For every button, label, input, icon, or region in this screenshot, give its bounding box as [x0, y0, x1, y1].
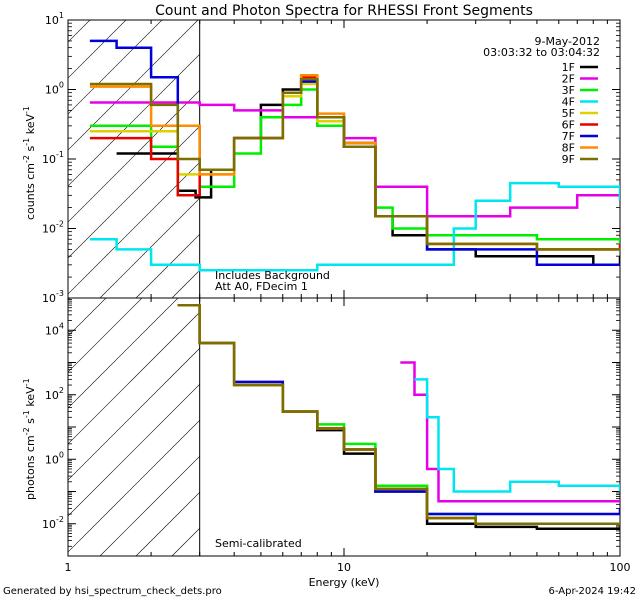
footer-timestamp: 6-Apr-2024 19:42 [549, 586, 636, 597]
hatch-line [0, 0, 104, 298]
hatch-line [68, 20, 235, 187]
hatch-line [0, 0, 140, 298]
y-tick-label: 10-2 [42, 515, 64, 531]
attenuator-note: Att A0, FDecim 1 [215, 280, 308, 293]
x-tick-label: 1 [65, 561, 72, 574]
top-excluded-region [0, 0, 620, 298]
top-series-group [89, 39, 620, 272]
hatch-line [68, 298, 251, 481]
hatch-mask [199, 20, 620, 298]
series-line-9F [89, 78, 620, 251]
y-tick-label: 10-3 [42, 289, 64, 305]
bottom-panel: 10-2 100 102 104 1 10 100 photons cm-2 s-1 keV… [0, 156, 631, 574]
date-label: 9-May-2012 [535, 35, 600, 48]
legend-label-9F: 9F [562, 153, 575, 166]
y-tick-label: 104 [45, 321, 64, 337]
footer-generated-by: Generated by hsi_spectrum_check_dets.pro [3, 586, 222, 597]
legend-label-8F: 8F [562, 142, 575, 155]
hatch-line [0, 156, 140, 556]
y-tick-label: 101 [45, 11, 64, 27]
series-line-4F [89, 181, 620, 272]
y-tick-label: 102 [45, 386, 64, 402]
hatch-line [68, 298, 215, 445]
legend-label-7F: 7F [562, 130, 575, 143]
hatch-line [68, 298, 143, 373]
y-tick-label: 100 [45, 450, 64, 466]
bottom-series-group [177, 303, 620, 530]
x-tick-label: 100 [610, 561, 631, 574]
y-tick-label: 10-2 [42, 220, 64, 236]
background-note: Includes Background [215, 269, 330, 282]
legend-label-3F: 3F [562, 84, 575, 97]
time-range-label: 03:03:32 to 03:04:32 [483, 46, 600, 59]
top-y-axis-label: counts cm-2 s-1 keV-1 [22, 106, 37, 220]
hatch-line [68, 20, 271, 223]
y-tick-label: 100 [45, 81, 64, 97]
semi-calibrated-note: Semi-calibrated [215, 537, 302, 550]
series-line-9F [177, 303, 620, 526]
legend-label-1F: 1F [562, 61, 575, 74]
hatch-line [68, 20, 163, 115]
top-panel: 10-3 10-2 10-1 100 101 counts cm-2 s-1 keV-1… [0, 0, 621, 305]
x-axis-label: Energy (keV) [309, 576, 380, 589]
legend-label-5F: 5F [562, 107, 575, 120]
x-tick-label: 10 [337, 561, 351, 574]
chart-title: Count and Photon Spectra for RHESSI Fron… [155, 3, 533, 19]
series-line-4F [414, 378, 620, 493]
y-tick-label: 10-1 [42, 150, 64, 166]
hatch-line [68, 20, 199, 151]
hatch-mask [199, 298, 620, 556]
legend-label-4F: 4F [562, 96, 575, 109]
legend-label-6F: 6F [562, 119, 575, 132]
bottom-y-axis-label: photons cm-2 s-1 keV-1 [22, 378, 37, 500]
hatch-line [68, 298, 179, 409]
legend-label-2F: 2F [562, 73, 575, 86]
